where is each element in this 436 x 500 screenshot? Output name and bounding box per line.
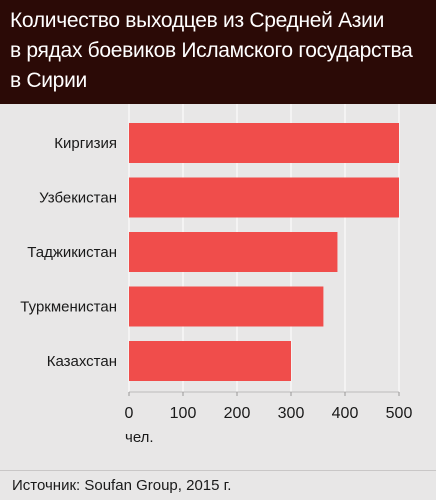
bar-chart: Киргизия Узбекистан Таджикистан Туркмениста… — [20, 104, 413, 446]
bar-4 — [129, 341, 291, 381]
tick-label-300: 300 — [278, 405, 305, 422]
chart-area: Киргизия Узбекистан Таджикистан Туркмениста… — [0, 104, 436, 464]
header: Количество выходцев из Средней Азии в ря… — [0, 0, 436, 104]
category-label-0: Киргизия — [54, 135, 117, 152]
chart-title: Количество выходцев из Средней Азии в ря… — [10, 6, 426, 96]
bar-1 — [129, 177, 399, 218]
category-label-2: Таджикистан — [27, 244, 117, 261]
title-line-2: в рядах боевиков Исламского государства — [10, 39, 413, 62]
title-line-1: Количество выходцев из Средней Азии — [10, 9, 385, 32]
tick-label-100: 100 — [170, 405, 197, 422]
tick-label-500: 500 — [386, 405, 413, 422]
category-label-1: Узбекистан — [39, 190, 117, 207]
category-label-4: Казахстан — [47, 353, 117, 370]
bar-3 — [129, 286, 324, 327]
x-axis-label: чел. — [125, 429, 154, 446]
bar-0 — [129, 123, 399, 163]
bar-2 — [129, 232, 338, 272]
source-note: Источник: Soufan Group, 2015 г. — [0, 470, 436, 500]
title-line-3: в Сирии — [10, 69, 87, 92]
tick-label-0: 0 — [125, 405, 134, 422]
tick-label-200: 200 — [224, 405, 251, 422]
category-label-3: Туркменистан — [20, 299, 117, 316]
tick-label-400: 400 — [332, 405, 359, 422]
